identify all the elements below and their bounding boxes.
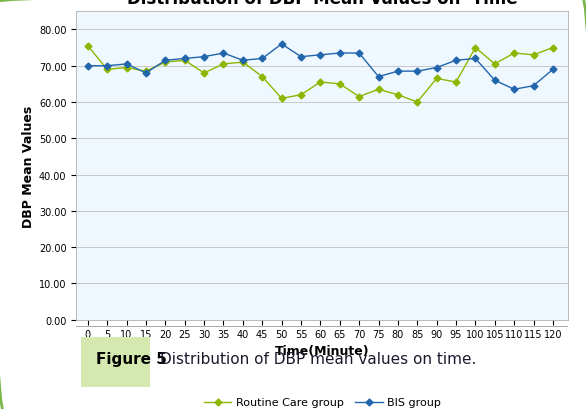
BIS group: [123, 62, 130, 67]
BIS group: [298, 55, 305, 60]
Routine Care group: [258, 75, 265, 80]
BIS group: [142, 71, 149, 76]
Line: BIS group: BIS group: [86, 43, 556, 92]
BIS group: [336, 52, 343, 56]
Routine Care group: [394, 93, 401, 98]
BIS group: [200, 55, 207, 60]
Routine Care group: [336, 82, 343, 87]
X-axis label: Time(Minute): Time(Minute): [275, 344, 370, 357]
BIS group: [278, 43, 285, 47]
Title: Distribution of DBP Mean Values on  Time: Distribution of DBP Mean Values on Time: [127, 0, 517, 8]
BIS group: [104, 64, 111, 69]
Routine Care group: [491, 62, 498, 67]
Routine Care group: [298, 93, 305, 98]
Y-axis label: DBP Mean Values: DBP Mean Values: [22, 105, 35, 227]
Routine Care group: [84, 44, 91, 49]
Routine Care group: [278, 97, 285, 101]
Routine Care group: [356, 95, 363, 100]
Routine Care group: [414, 100, 421, 105]
Routine Care group: [433, 77, 440, 82]
BIS group: [550, 68, 557, 73]
Routine Care group: [317, 81, 324, 85]
Line: Routine Care group: Routine Care group: [86, 44, 556, 105]
Routine Care group: [104, 68, 111, 73]
FancyBboxPatch shape: [81, 337, 150, 387]
BIS group: [433, 66, 440, 71]
Routine Care group: [550, 46, 557, 51]
BIS group: [258, 57, 265, 62]
Routine Care group: [142, 70, 149, 74]
BIS group: [394, 70, 401, 74]
Routine Care group: [181, 58, 188, 63]
Legend: Routine Care group, BIS group: Routine Care group, BIS group: [199, 393, 445, 409]
BIS group: [452, 58, 459, 63]
BIS group: [181, 57, 188, 62]
BIS group: [472, 57, 479, 62]
BIS group: [220, 52, 227, 56]
Routine Care group: [510, 52, 517, 56]
BIS group: [530, 84, 537, 89]
BIS group: [84, 64, 91, 69]
Routine Care group: [162, 61, 169, 65]
BIS group: [239, 58, 246, 63]
BIS group: [317, 53, 324, 58]
Routine Care group: [123, 66, 130, 71]
BIS group: [414, 70, 421, 74]
Text: Figure 5: Figure 5: [96, 351, 167, 366]
BIS group: [375, 75, 382, 80]
BIS group: [491, 79, 498, 83]
Routine Care group: [200, 71, 207, 76]
Text: Distribution of DBP mean values on time.: Distribution of DBP mean values on time.: [160, 351, 476, 366]
Routine Care group: [472, 46, 479, 51]
Routine Care group: [530, 53, 537, 58]
Routine Care group: [375, 88, 382, 92]
BIS group: [510, 88, 517, 92]
BIS group: [162, 58, 169, 63]
BIS group: [356, 52, 363, 56]
Routine Care group: [452, 81, 459, 85]
Routine Care group: [239, 61, 246, 65]
Routine Care group: [220, 62, 227, 67]
